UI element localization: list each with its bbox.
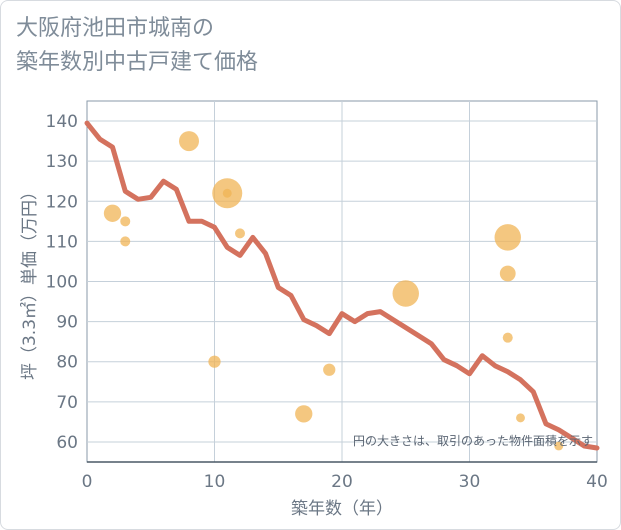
y-tick-label-60: 60 <box>56 433 78 453</box>
x-tick-label-20: 20 <box>331 472 353 492</box>
bubble-15 <box>554 441 564 451</box>
x-axis-label: 築年数（年） <box>291 499 393 519</box>
y-tick-label-120: 120 <box>46 192 78 212</box>
x-tick-label-10: 10 <box>204 472 226 492</box>
x-tick-label-0: 0 <box>82 472 93 492</box>
y-tick-label-100: 100 <box>46 273 78 293</box>
bubble-10 <box>392 280 419 307</box>
y-tick-label-130: 130 <box>46 152 78 172</box>
y-tick-label-110: 110 <box>46 232 78 252</box>
bubble-2 <box>120 236 131 247</box>
x-tick-label-30: 30 <box>459 472 481 492</box>
bubble-8 <box>295 405 313 423</box>
tick-labels: 60 70 80 90 100 110 120 130 140 0 10 20 30 40 <box>46 112 608 492</box>
y-axis-label: 坪（3.3㎡）単価（万円） <box>20 183 40 380</box>
y-tick-label-70: 70 <box>56 393 78 413</box>
bubble-1 <box>120 216 131 227</box>
bubble-9 <box>323 363 336 376</box>
bubble-11 <box>494 224 521 251</box>
bubble-13 <box>502 332 513 343</box>
y-tick-label-140: 140 <box>46 112 78 132</box>
title-line-1: 大阪府池田市城南の <box>16 16 215 41</box>
bubble-12 <box>499 265 516 282</box>
bubble-14 <box>516 413 525 423</box>
bubble-layer <box>103 131 564 451</box>
title-line-2: 築年数別中古戸建て価格 <box>16 50 259 75</box>
bubble-0 <box>103 204 122 222</box>
bubble-6 <box>222 188 232 198</box>
bubble-4 <box>208 355 221 368</box>
bubble-size-note: 円の大きさは、取引のあった物件面積を示す <box>353 433 593 448</box>
y-tick-label-90: 90 <box>56 313 78 333</box>
y-tick-label-80: 80 <box>56 353 78 373</box>
grid <box>86 100 598 463</box>
bubble-3 <box>179 131 199 152</box>
chart-title: 大阪府池田市城南の 築年数別中古戸建て価格 <box>16 12 258 80</box>
bubble-7 <box>235 228 245 239</box>
price-trend-line <box>84 120 600 451</box>
x-tick-label-40: 40 <box>586 472 608 492</box>
